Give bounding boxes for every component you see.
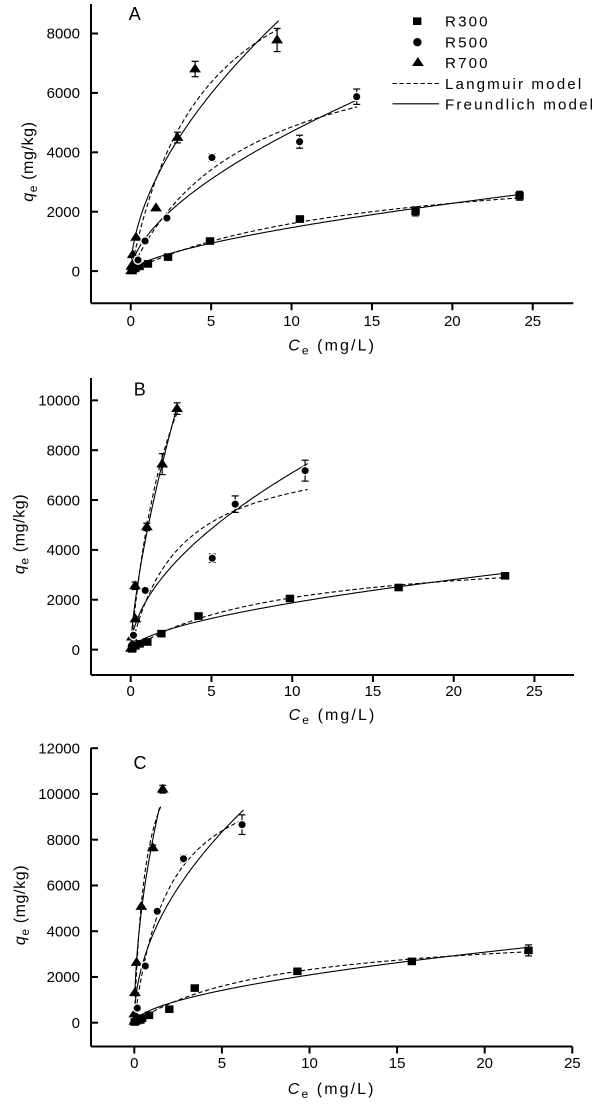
svg-text:4000: 4000 <box>47 542 80 559</box>
svg-text:Ce (mg/L): Ce (mg/L) <box>289 707 377 727</box>
svg-text:6000: 6000 <box>47 492 80 509</box>
svg-text:5: 5 <box>207 313 215 330</box>
svg-text:12000: 12000 <box>38 740 80 757</box>
svg-text:8000: 8000 <box>47 832 80 849</box>
svg-text:25: 25 <box>564 1055 581 1072</box>
svg-text:R700: R700 <box>445 55 490 72</box>
svg-text:15: 15 <box>365 683 382 700</box>
svg-text:0: 0 <box>72 1015 80 1032</box>
svg-text:qe (mg/kg): qe (mg/kg) <box>12 494 32 574</box>
svg-text:10: 10 <box>301 1055 318 1072</box>
svg-text:Ce (mg/L): Ce (mg/L) <box>288 338 376 358</box>
svg-text:R500: R500 <box>445 35 490 52</box>
svg-text:15: 15 <box>364 313 381 330</box>
svg-text:10: 10 <box>283 313 300 330</box>
svg-text:Freundlich model: Freundlich model <box>445 96 595 113</box>
svg-text:10: 10 <box>284 683 301 700</box>
svg-text:4000: 4000 <box>47 145 80 162</box>
svg-text:0: 0 <box>72 642 80 659</box>
svg-text:25: 25 <box>524 313 541 330</box>
svg-text:Langmuir model: Langmuir model <box>445 76 583 93</box>
svg-text:6000: 6000 <box>47 85 80 102</box>
svg-text:20: 20 <box>476 1055 493 1072</box>
svg-text:C: C <box>134 753 147 773</box>
svg-text:8000: 8000 <box>47 442 80 459</box>
svg-text:5: 5 <box>207 683 215 700</box>
svg-text:A: A <box>129 4 141 24</box>
svg-text:2000: 2000 <box>47 969 80 986</box>
svg-text:5: 5 <box>218 1055 226 1072</box>
svg-text:B: B <box>134 380 146 400</box>
svg-text:0: 0 <box>72 263 80 280</box>
svg-text:R300: R300 <box>445 14 490 31</box>
svg-text:Ce (mg/L): Ce (mg/L) <box>288 1081 376 1101</box>
svg-text:8000: 8000 <box>47 26 80 43</box>
svg-text:2000: 2000 <box>47 204 80 221</box>
svg-text:2000: 2000 <box>47 592 80 609</box>
svg-text:qe (mg/kg): qe (mg/kg) <box>12 865 32 945</box>
svg-text:20: 20 <box>444 313 461 330</box>
svg-text:0: 0 <box>130 1055 138 1072</box>
svg-text:4000: 4000 <box>47 923 80 940</box>
svg-text:qe (mg/kg): qe (mg/kg) <box>20 121 40 201</box>
svg-text:0: 0 <box>127 313 135 330</box>
svg-text:25: 25 <box>526 683 543 700</box>
svg-text:0: 0 <box>127 683 135 700</box>
svg-text:10000: 10000 <box>38 786 80 803</box>
svg-text:20: 20 <box>445 683 462 700</box>
svg-text:15: 15 <box>389 1055 406 1072</box>
svg-text:6000: 6000 <box>47 878 80 895</box>
svg-text:10000: 10000 <box>38 393 80 410</box>
